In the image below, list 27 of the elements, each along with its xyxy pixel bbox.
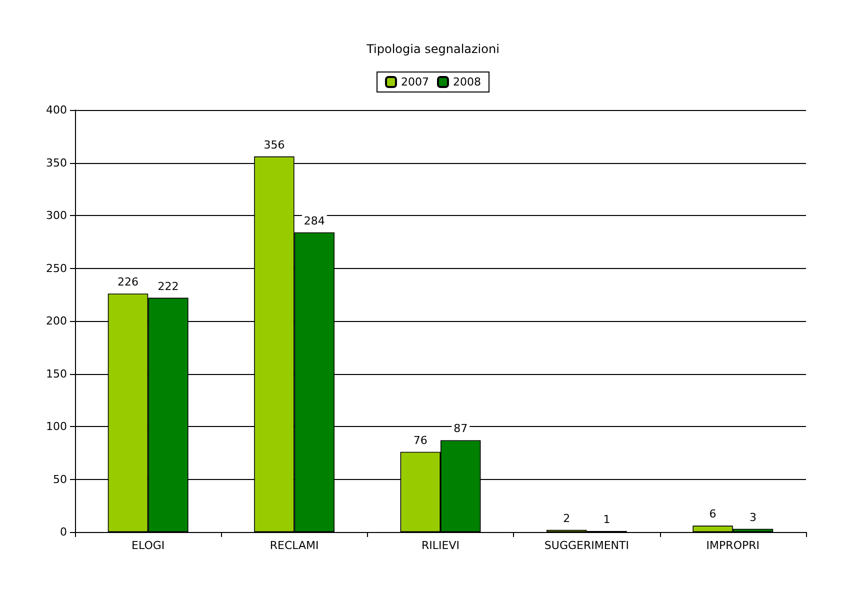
data-label: 76 <box>413 434 428 447</box>
y-tick-label: 50 <box>53 472 67 486</box>
x-tick-label: RECLAMI <box>270 539 319 552</box>
data-label: 3 <box>750 510 757 524</box>
x-tick-label: RILIEVI <box>422 539 460 552</box>
x-tick-label: ELOGI <box>132 539 165 552</box>
y-tick-label: 0 <box>60 526 67 538</box>
y-tick-label: 250 <box>46 262 67 275</box>
y-tick-label: 400 <box>46 104 67 116</box>
data-label: 1 <box>603 512 610 526</box>
y-tick-label: 350 <box>46 156 67 170</box>
y-tick-label: 200 <box>46 314 67 328</box>
y-tick-label: 100 <box>46 420 67 433</box>
y-tick-label: 150 <box>46 367 67 380</box>
chart-title: Tipologia segnalazioni <box>366 42 500 56</box>
data-label: 6 <box>709 508 716 521</box>
data-label: 87 <box>454 422 468 436</box>
data-label: 2 <box>563 512 570 525</box>
data-label: 222 <box>158 280 179 293</box>
data-label: 284 <box>304 214 325 228</box>
legend-label: 2007 <box>401 76 430 88</box>
x-tick-label: SUGGERIMENTI <box>544 539 629 552</box>
data-label: 356 <box>264 138 285 152</box>
y-tick-label: 300 <box>46 209 67 222</box>
x-tick-label: IMPROPRI <box>706 539 760 552</box>
data-label: 226 <box>117 276 138 289</box>
legend-label: 2008 <box>453 76 481 88</box>
